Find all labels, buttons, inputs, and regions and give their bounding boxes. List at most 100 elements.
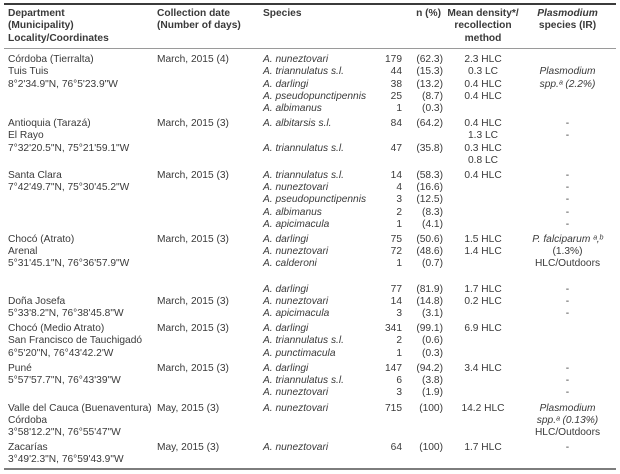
column-header-plasmodium: Plasmodium species (IR) (523, 8, 612, 45)
table-body: Córdoba (Tierralta) March, 2015 (4) A. nun… (0, 49, 620, 466)
cell-n_pct (402, 454, 443, 466)
cell-n_pct: (35.8) (416, 142, 443, 154)
table-row: Córdoba (Tierralta) March, 2015 (4) A. nun… (8, 54, 612, 66)
cell-location: 3°49'2.3"N, 76°59'43.9"W (8, 454, 124, 466)
header-line: Mean density*/ (447, 8, 519, 19)
table-row: Antioquia (Tarazá) March, 2015 (3) A. albi… (8, 118, 612, 130)
cell-date: March, 2015 (3) (157, 362, 229, 374)
locality-group-antioquia-taraza: Antioquia (Tarazá) March, 2015 (3) A. albi… (8, 118, 612, 167)
table-row: Puné March, 2015 (3) A. darlingi 147 (94.2) 3… (8, 363, 612, 375)
cell-density (443, 308, 523, 320)
cell-date (157, 194, 263, 206)
locality-group-santa-clara: Santa Clara March, 2015 (3) A. triannulatu… (8, 170, 612, 231)
header-line: Plasmodium (537, 8, 598, 19)
header-line: recollection (454, 20, 512, 32)
cell-date (157, 130, 263, 142)
header-line: (Number of days) (157, 20, 241, 32)
cell-plasmodium: - (565, 194, 570, 206)
cell-density: 3.4 HLC (464, 362, 502, 374)
cell-plasmodium: - (565, 170, 570, 182)
table-row: 5°31'45.1"N, 76°36'57.9"W A. calderoni 1 (0… (8, 258, 612, 270)
cell-plasmodium: Plasmodium (539, 66, 596, 78)
table-row: El Rayo 1.3 LC - (8, 130, 612, 142)
cell-n_count: 6 (396, 375, 402, 387)
cell-density: 0.3 LC (467, 66, 498, 78)
cell-species (263, 454, 363, 466)
cell-date (157, 258, 263, 270)
column-header-mean-density: Mean density*/ recollection method (443, 8, 523, 45)
cell-location: 8°2'34.9"N, 76°5'23.9"W (8, 78, 118, 90)
cell-species: A. triannulatus s.l. (263, 335, 344, 347)
cell-species: A. darlingi (263, 234, 309, 246)
locality-group-valle-del-cauca-buenaventura: Valle del Cauca (Buenaventura) May, 2015 … (8, 403, 612, 440)
table-row: Doña Josefa March, 2015 (3) A. nuneztovari… (8, 296, 612, 308)
cell-n_count: 1 (396, 218, 402, 230)
table-row: A. pseudopunctipennis 25 (8.7) 0.4 HLC (8, 91, 612, 103)
cell-date (157, 454, 263, 466)
cell-species: A. albimanus (263, 206, 322, 218)
cell-date (157, 348, 263, 360)
cell-n_pct: (16.6) (416, 182, 443, 194)
cell-species: A. albimanus (263, 103, 322, 115)
cell-density (443, 415, 523, 427)
cell-n_count: 64 (390, 442, 402, 454)
cell-n_count: 38 (390, 78, 402, 90)
cell-n_pct (402, 155, 443, 167)
cell-location: 5°31'45.1"N, 76°36'57.9"W (8, 258, 130, 270)
cell-n_count (363, 155, 402, 167)
table-row: 7°42'49.7"N, 75°30'45.2"W A. nuneztovari 4… (8, 182, 612, 194)
cell-plasmodium: - (565, 118, 570, 130)
cell-species (263, 130, 363, 142)
cell-n_count: 75 (390, 234, 402, 246)
cell-date (157, 66, 263, 78)
cell-species: A. triannulatus s.l. (263, 375, 344, 387)
cell-density (443, 387, 523, 399)
cell-density: 6.9 HLC (464, 323, 502, 335)
cell-date: March, 2015 (3) (157, 234, 229, 246)
cell-plasmodium: - (565, 283, 570, 295)
cell-species: A. nuneztovari (263, 246, 329, 258)
cell-location (8, 103, 157, 115)
cell-location (8, 387, 157, 399)
cell-location: Córdoba (Tierralta) (8, 54, 94, 66)
column-header-species: Species (263, 8, 363, 45)
cell-n_count (363, 415, 402, 427)
cell-date (157, 219, 263, 231)
cell-n_pct: (0.3) (422, 103, 443, 115)
cell-n_pct: (0.7) (422, 258, 443, 270)
cell-n_pct: (81.9) (416, 283, 443, 295)
cell-date (157, 103, 263, 115)
cell-density (443, 219, 523, 231)
table-row: Tuis Tuis A. triannulatus s.l. 44 (15.3) 0.3… (8, 66, 612, 78)
cell-plasmodium: HLC/Outdoors (534, 258, 601, 270)
locality-group-choco-medio-atrato: Chocó (Medio Atrato) March, 2015 (3) A. da… (8, 323, 612, 360)
cell-plasmodium: - (565, 295, 570, 307)
cell-n_pct: (3.8) (422, 375, 443, 387)
table-top-rule (4, 3, 616, 5)
cell-n_pct: (4.1) (422, 218, 443, 230)
header-line: Locality/Coordinates (8, 32, 109, 44)
cell-n_count: 47 (390, 142, 402, 154)
cell-n_count: 14 (390, 295, 402, 307)
cell-species: A. nuneztovari (263, 442, 329, 454)
cell-n_count: 84 (390, 118, 402, 130)
cell-location: 5°57'57.7"N, 76°43'39"W (8, 375, 121, 387)
cell-n_count: 1 (396, 258, 402, 270)
cell-species: A. triannulatus s.l. (263, 142, 344, 154)
cell-date (157, 284, 263, 296)
cell-n_pct: (0.6) (422, 335, 443, 347)
cell-n_pct: (94.2) (416, 362, 443, 374)
cell-n_count: 2 (396, 335, 402, 347)
cell-n_pct: (8.7) (422, 90, 443, 102)
cell-n_count: 3 (396, 194, 402, 206)
cell-density (443, 207, 523, 219)
cell-date (157, 207, 263, 219)
cell-plasmodium: Plasmodium (539, 402, 596, 414)
cell-plasmodium (523, 91, 612, 103)
table-row: 8°2'34.9"N, 76°5'23.9"W A. darlingi 38 (13.… (8, 79, 612, 91)
cell-plasmodium: - (565, 362, 570, 374)
cell-date (157, 415, 263, 427)
cell-plasmodium: - (565, 130, 570, 142)
cell-n_count: 77 (390, 283, 402, 295)
